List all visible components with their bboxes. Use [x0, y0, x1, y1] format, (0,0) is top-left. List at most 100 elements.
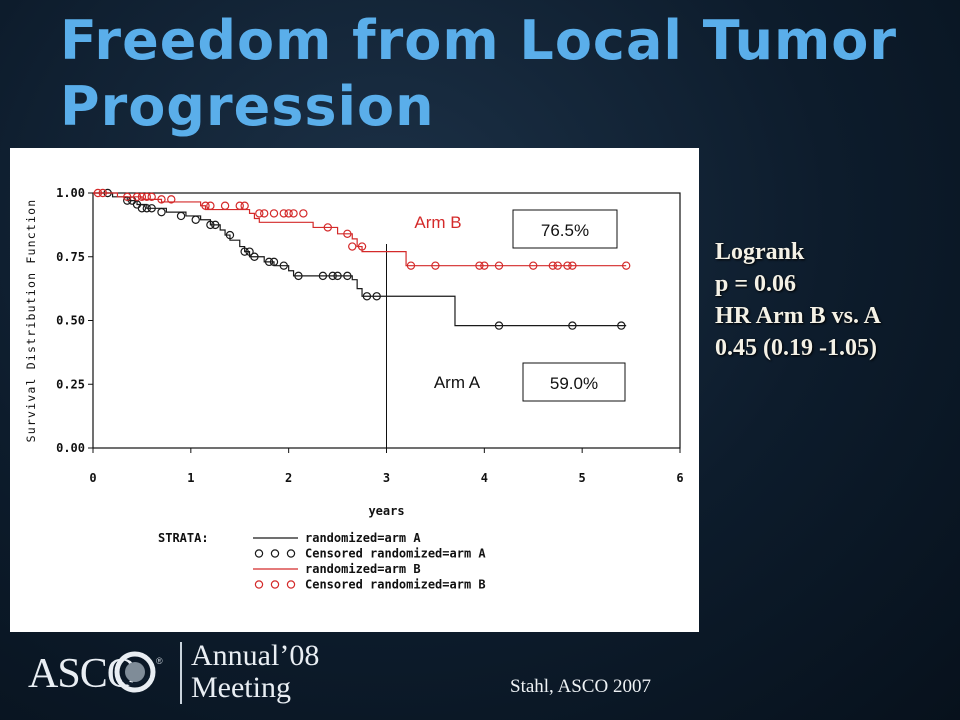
censor-mark-arm_a — [137, 204, 147, 213]
censor-mark-arm_b — [167, 195, 176, 204]
censor-mark-arm_b — [279, 209, 288, 218]
censor-mark-arm_a — [147, 204, 156, 213]
asco-annual-meeting-logo: ASCO ® Annual’08 Meeting — [28, 640, 328, 706]
censor-mark-arm_a — [250, 252, 259, 261]
legend-circle-arm_b — [254, 580, 264, 589]
censor-mark-arm_a — [211, 220, 220, 230]
km-plot-panel: 0.00 0.25 0.50 0.75 1.00 0 1 2 3 4 5 6 years Survival… — [10, 148, 699, 632]
censor-mark-arm_a — [333, 271, 342, 281]
y-tick-label: 1.00 — [56, 186, 85, 200]
censor-mark-arm_b — [480, 261, 489, 270]
censor-mark-arm_a — [206, 220, 215, 230]
annotation-box-arm_b — [512, 209, 618, 249]
logo-divider — [180, 642, 182, 704]
censor-mark-arm_b — [260, 209, 269, 218]
x-tick-label: 2 — [285, 471, 292, 485]
censor-mark-arm_b — [284, 209, 293, 218]
censor-mark-arm_b — [343, 229, 352, 239]
censor-mark-arm_b — [621, 261, 631, 270]
censor-mark-arm_b — [299, 209, 308, 218]
censor-mark-arm_a — [372, 292, 381, 301]
censor-mark-arm_b — [123, 192, 132, 202]
censor-mark-arm_b — [269, 209, 279, 218]
censor-mark-arm_b — [553, 261, 562, 270]
censor-mark-arm_a — [279, 261, 288, 270]
censor-mark-arm_a — [617, 321, 626, 330]
x-axis-label: years — [368, 504, 404, 518]
logo-annual: Annual’08 — [191, 640, 319, 672]
censor-mark-arm_a — [176, 211, 186, 221]
x-tick-label: 4 — [481, 471, 488, 485]
y-tick-label: 0.00 — [56, 441, 85, 455]
censor-mark-arm_b — [494, 261, 504, 270]
censor-mark-arm_b — [240, 201, 249, 210]
censor-mark-arm_b — [568, 261, 577, 270]
censor-mark-arm_b — [147, 192, 156, 202]
legend-label: Censored randomized=arm B — [305, 578, 486, 592]
x-tick-label: 3 — [383, 471, 390, 485]
censor-mark-arm_a — [362, 292, 372, 301]
censor-mark-arm_b — [93, 188, 103, 198]
legend-circle-arm_a — [254, 549, 264, 558]
censor-mark-arm_b — [323, 223, 332, 232]
censor-mark-arm_b — [206, 201, 215, 210]
censor-mark-arm_b — [132, 192, 142, 202]
censor-mark-arm_b — [220, 201, 230, 210]
x-tick-label: 5 — [579, 471, 586, 485]
legend-label: randomized=arm A — [305, 531, 421, 545]
censor-mark-arm_a — [343, 271, 352, 281]
km-chart: 0.00 0.25 0.50 0.75 1.00 0 1 2 3 4 5 6 years Survival… — [24, 186, 684, 592]
censor-mark-arm_a — [245, 247, 254, 256]
y-tick-label: 0.50 — [56, 314, 85, 328]
legend-label: randomized=arm B — [305, 562, 421, 576]
censor-mark-arm_b — [431, 261, 440, 270]
slide-title: Freedom from Local Tumor Progression — [60, 9, 898, 138]
censor-mark-arm_a — [264, 257, 274, 267]
annotation-label-arm_b: Arm B — [414, 213, 461, 232]
legend-label: Censored randomized=arm A — [305, 547, 486, 561]
censor-mark-arm_a — [294, 271, 303, 281]
censor-mark-arm_b — [348, 242, 357, 251]
censor-mark-arm_a — [191, 215, 200, 224]
censor-mark-arm_b — [529, 261, 538, 270]
logo-globe-icon — [114, 651, 156, 693]
legend-circle-arm_b — [270, 580, 280, 589]
censor-mark-arm_b — [137, 192, 147, 202]
censor-mark-arm_b — [406, 261, 416, 270]
censor-mark-arm_b — [357, 242, 367, 251]
legend-circle-arm_b — [286, 580, 296, 589]
logo-meeting: Meeting — [191, 671, 291, 704]
annotation-value-arm_b: 76.5% — [541, 221, 589, 240]
km-curve-arm_a — [93, 192, 627, 327]
y-axis-label: Survival Distribution Function — [24, 199, 38, 443]
censor-mark-arm_a — [157, 207, 166, 217]
censor-mark-arm_b — [475, 261, 484, 270]
censor-mark-arm_a — [328, 271, 337, 281]
x-tick-label: 6 — [676, 471, 683, 485]
censor-mark-arm_a — [568, 321, 577, 330]
censor-mark-arm_a — [142, 204, 152, 213]
censor-mark-arm_a — [269, 257, 279, 267]
annotation-label-arm_a: Arm A — [434, 373, 481, 392]
censor-mark-arm_b — [289, 209, 298, 218]
censor-mark-arm_b — [548, 261, 558, 270]
censor-mark-arm_b — [157, 195, 166, 204]
x-tick-label: 0 — [89, 471, 96, 485]
logo-year: ’08 — [279, 639, 320, 672]
censor-mark-arm_b — [235, 201, 244, 210]
logo-annual-text: Annual — [191, 639, 280, 672]
censor-mark-arm_a — [494, 321, 504, 330]
censor-mark-arm_a — [240, 247, 249, 256]
censor-mark-arm_a — [318, 271, 328, 281]
censor-mark-arm_a — [225, 230, 235, 240]
censor-mark-arm_b — [98, 188, 107, 198]
stats-line-hr-value: 0.45 (0.19 -1.05) — [715, 335, 877, 361]
censor-mark-arm_b — [142, 192, 152, 202]
y-tick-label: 0.75 — [56, 250, 85, 264]
stats-line-p-value: p = 0.06 — [715, 271, 797, 297]
logo-registered-mark: ® — [156, 656, 163, 666]
censor-mark-arm_b — [563, 261, 572, 270]
citation: Stahl, ASCO 2007 — [510, 676, 651, 697]
stats-line-hr-label: HR Arm B vs. A — [715, 303, 882, 329]
legend-title: STRATA: — [158, 531, 209, 545]
